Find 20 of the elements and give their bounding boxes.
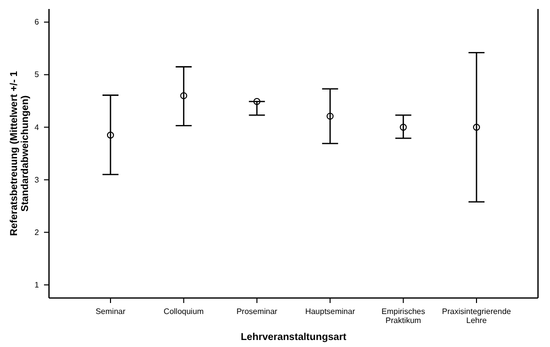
point <box>326 112 334 120</box>
x-tick-label: Colloquium <box>164 307 204 316</box>
x-tick-label: Seminar <box>96 307 126 316</box>
point <box>400 124 407 131</box>
x-axis-title: Lehrveranstaltungsart <box>240 332 347 343</box>
point <box>253 98 260 105</box>
point <box>106 132 114 139</box>
x-tick-label: Praxisintegrierende Lehre <box>442 307 512 325</box>
y-tick-label: 3 <box>34 175 40 184</box>
x-tick-label: Proseminar <box>236 307 278 316</box>
point <box>473 124 480 131</box>
y-tick-label: 2 <box>34 228 40 237</box>
y-tick-label: 4 <box>34 122 40 132</box>
y-tick-label: 1 <box>34 280 40 290</box>
y-tick-label: 6 <box>34 18 40 27</box>
point <box>180 92 188 100</box>
y-axis-title: Referatsbetreuung (Mittelwert +/- 1 Standardabweichungen) <box>9 70 31 236</box>
y-tick-label: 5 <box>34 70 40 80</box>
x-tick-label: Hauptseminar <box>305 307 356 316</box>
x-tick-label: Empirisches Praktikum <box>382 307 426 325</box>
